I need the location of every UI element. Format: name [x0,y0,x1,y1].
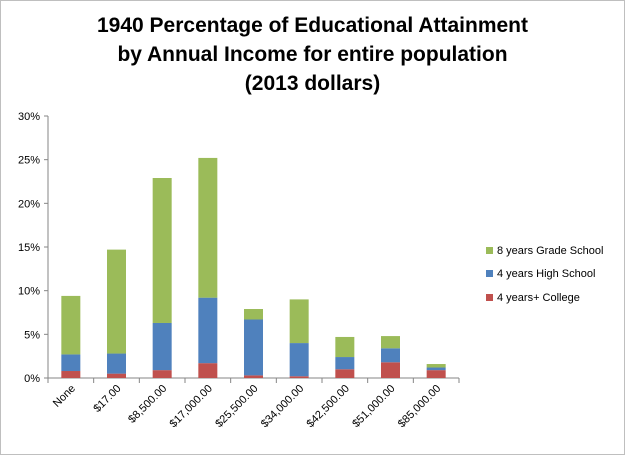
y-tick-label: 0% [24,373,40,385]
bar-segment [244,319,263,376]
x-tick-label: $17.00 [91,383,123,415]
bar-segment [152,178,172,323]
legend-label: 4 years+ College [497,292,580,304]
legend-swatch [486,247,493,254]
x-tick-label: $25,500.00 [213,383,260,430]
bar-segment [381,362,400,378]
bar-segment [426,367,446,371]
bar-segment [61,295,81,355]
bar-segment [107,353,126,374]
bar-segment [426,364,446,368]
bar-segment [289,343,309,377]
chart-title: 1940 Percentage of Educational Attainmen… [1,11,624,98]
bar-segment [381,336,400,349]
bar-segment [381,348,400,363]
bar-segment [152,322,172,371]
legend-label: 8 years Grade School [497,245,603,257]
bar-segment [61,371,81,378]
bar-segment [335,336,355,358]
y-tick-label: 30% [18,111,40,123]
bar-segment [61,354,81,372]
x-tick-label: None [51,383,78,410]
x-tick-label: $42,500.00 [305,383,352,430]
bar-segment [198,363,218,378]
x-tick-label: $17,000.00 [168,383,215,430]
legend-swatch [486,270,493,277]
y-tick-label: 20% [18,198,40,210]
bar-segment [244,309,263,320]
y-tick-label: 15% [18,242,40,254]
chart-title-line-1: 1940 Percentage of Educational Attainmen… [96,14,528,37]
bar-segment [107,249,126,354]
y-tick-label: 10% [18,286,40,298]
y-tick-label: 5% [24,329,40,341]
bar-segment [244,375,263,378]
x-tick-label: $51,000.00 [350,383,397,430]
x-tick-label: $85,000.00 [396,383,443,430]
legend-swatch [486,294,493,301]
chart-title-line-3: (2013 dollars) [244,72,381,95]
bar-segment [335,357,355,370]
bar-segment [198,297,218,364]
bar-segment [426,370,446,378]
x-tick-label: $8,500.00 [126,383,169,426]
bar-segment [152,370,172,378]
chart-title-line-2: by Annual Income for entire population [117,43,508,66]
bar-segment [289,376,309,378]
legend-label: 4 years High School [497,268,595,280]
y-tick-label: 25% [18,155,40,167]
bar-segment [107,373,126,378]
bar-segment [335,369,355,378]
x-tick-label: $34,000.00 [259,383,306,430]
bar-segment [198,157,218,298]
bar-segment [289,299,309,344]
